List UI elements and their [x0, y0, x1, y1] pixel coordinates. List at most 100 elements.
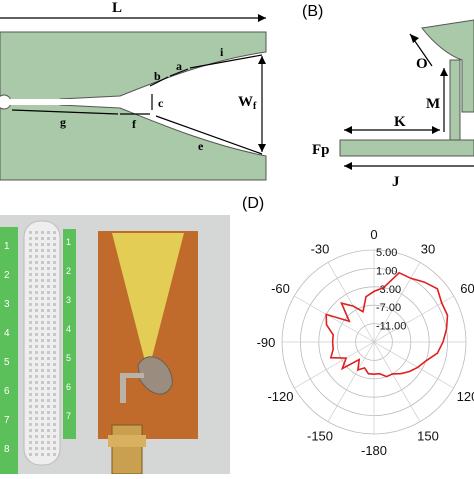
perf-dot [47, 429, 50, 432]
perf-dot [53, 321, 56, 324]
perf-dot [29, 285, 32, 288]
perf-dot [29, 405, 32, 408]
gap-strip [10, 99, 120, 105]
perf-dot [53, 447, 56, 450]
panel-a-drawing: L i a b c Wf g f e [0, 0, 267, 181]
polar-angle-label: -180 [361, 443, 387, 458]
dim-g-line [11, 109, 119, 115]
perf-dot [47, 243, 50, 246]
panel-d-letter: (D) [242, 195, 264, 212]
ruler-left-tick-label: 2 [4, 270, 10, 281]
perf-dot [53, 315, 56, 318]
dim-L-arrowhead [258, 14, 266, 22]
perf-dot [29, 417, 32, 420]
polar-grid [281, 249, 467, 435]
feed-wire-h [120, 373, 144, 378]
substrate-shape [0, 31, 267, 181]
label-a: a [176, 59, 182, 73]
perf-dot [35, 351, 38, 354]
perf-dot [41, 399, 44, 402]
perf-dot [47, 369, 50, 372]
radiation-pattern-line [325, 271, 449, 378]
dim-b-line [149, 76, 169, 87]
perf-dot [41, 261, 44, 264]
ruler-right-tick-label: 4 [66, 324, 71, 334]
panel-c-photo: 1 2 3 4 5 6 7 8 1 2 3 4 5 6 7 [0, 215, 230, 474]
perf-dot [29, 429, 32, 432]
perf-dot [29, 333, 32, 336]
polar-angle-label: -90 [257, 335, 276, 350]
perf-dot [53, 279, 56, 282]
polar-angle-label: -120 [267, 389, 293, 404]
ruler-right-tick-label: 6 [66, 382, 71, 392]
perf-dot [41, 381, 44, 384]
perf-dot [41, 429, 44, 432]
perf-dot [47, 315, 50, 318]
perf-dot [29, 267, 32, 270]
dim-K-arrow-left [344, 126, 352, 134]
perf-dot [41, 303, 44, 306]
perf-dot [29, 297, 32, 300]
ruler-right-tick-label: 7 [66, 411, 71, 421]
perf-dot [29, 291, 32, 294]
perf-dot [41, 255, 44, 258]
perf-dot [47, 357, 50, 360]
perf-dot [41, 273, 44, 276]
perf-dot [47, 327, 50, 330]
ruler-left [0, 227, 18, 474]
perf-dot [41, 339, 44, 342]
label-c: c [158, 96, 164, 110]
ruler-right-tick-label: 2 [66, 266, 71, 276]
label-g: g [60, 115, 66, 129]
perf-dot [35, 375, 38, 378]
perf-dot [53, 357, 56, 360]
panel-b-letter: (B) [302, 3, 323, 20]
polar-angle-label: -60 [271, 281, 290, 296]
perf-dot [35, 267, 38, 270]
perf-dot [47, 363, 50, 366]
perf-dot [47, 405, 50, 408]
polar-spoke [373, 341, 421, 422]
perf-dot [47, 411, 50, 414]
perf-dot [35, 273, 38, 276]
polar-radial-label: -11.00 [376, 321, 406, 333]
perf-dot [47, 261, 50, 264]
perf-dot [35, 339, 38, 342]
perf-dot [47, 249, 50, 252]
perf-dot [29, 411, 32, 414]
perf-dot [53, 333, 56, 336]
perf-dot [35, 429, 38, 432]
perf-dot [29, 339, 32, 342]
perf-dot [47, 417, 50, 420]
perf-dot [29, 387, 32, 390]
polar-radial-label: 5.00 [376, 247, 397, 259]
perf-dot [35, 345, 38, 348]
perf-dot [53, 273, 56, 276]
perf-dot [29, 231, 32, 234]
ruler-left-tick-label: 3 [4, 299, 10, 310]
perf-dot [35, 387, 38, 390]
perf-dot [35, 441, 38, 444]
perf-dot [41, 417, 44, 420]
polar-spoke [294, 295, 375, 343]
perf-dot [35, 327, 38, 330]
perf-dot [41, 411, 44, 414]
perf-dot [53, 351, 56, 354]
pcb-slot [112, 233, 184, 365]
perf-dot [41, 237, 44, 240]
perf-dot [41, 375, 44, 378]
perf-dot [35, 399, 38, 402]
label-K: K [394, 114, 406, 130]
perf-dot [35, 423, 38, 426]
perf-dot [29, 309, 32, 312]
perf-dot [53, 375, 56, 378]
ruler-left-tick-label: 5 [4, 357, 10, 368]
label-i: i [220, 45, 224, 59]
perf-dot [53, 429, 56, 432]
perf-dot [41, 345, 44, 348]
panel-b: (B) O M K Fp J [282, 0, 474, 200]
perf-dot [47, 351, 50, 354]
ruler-left-tick-label: 4 [4, 328, 10, 339]
